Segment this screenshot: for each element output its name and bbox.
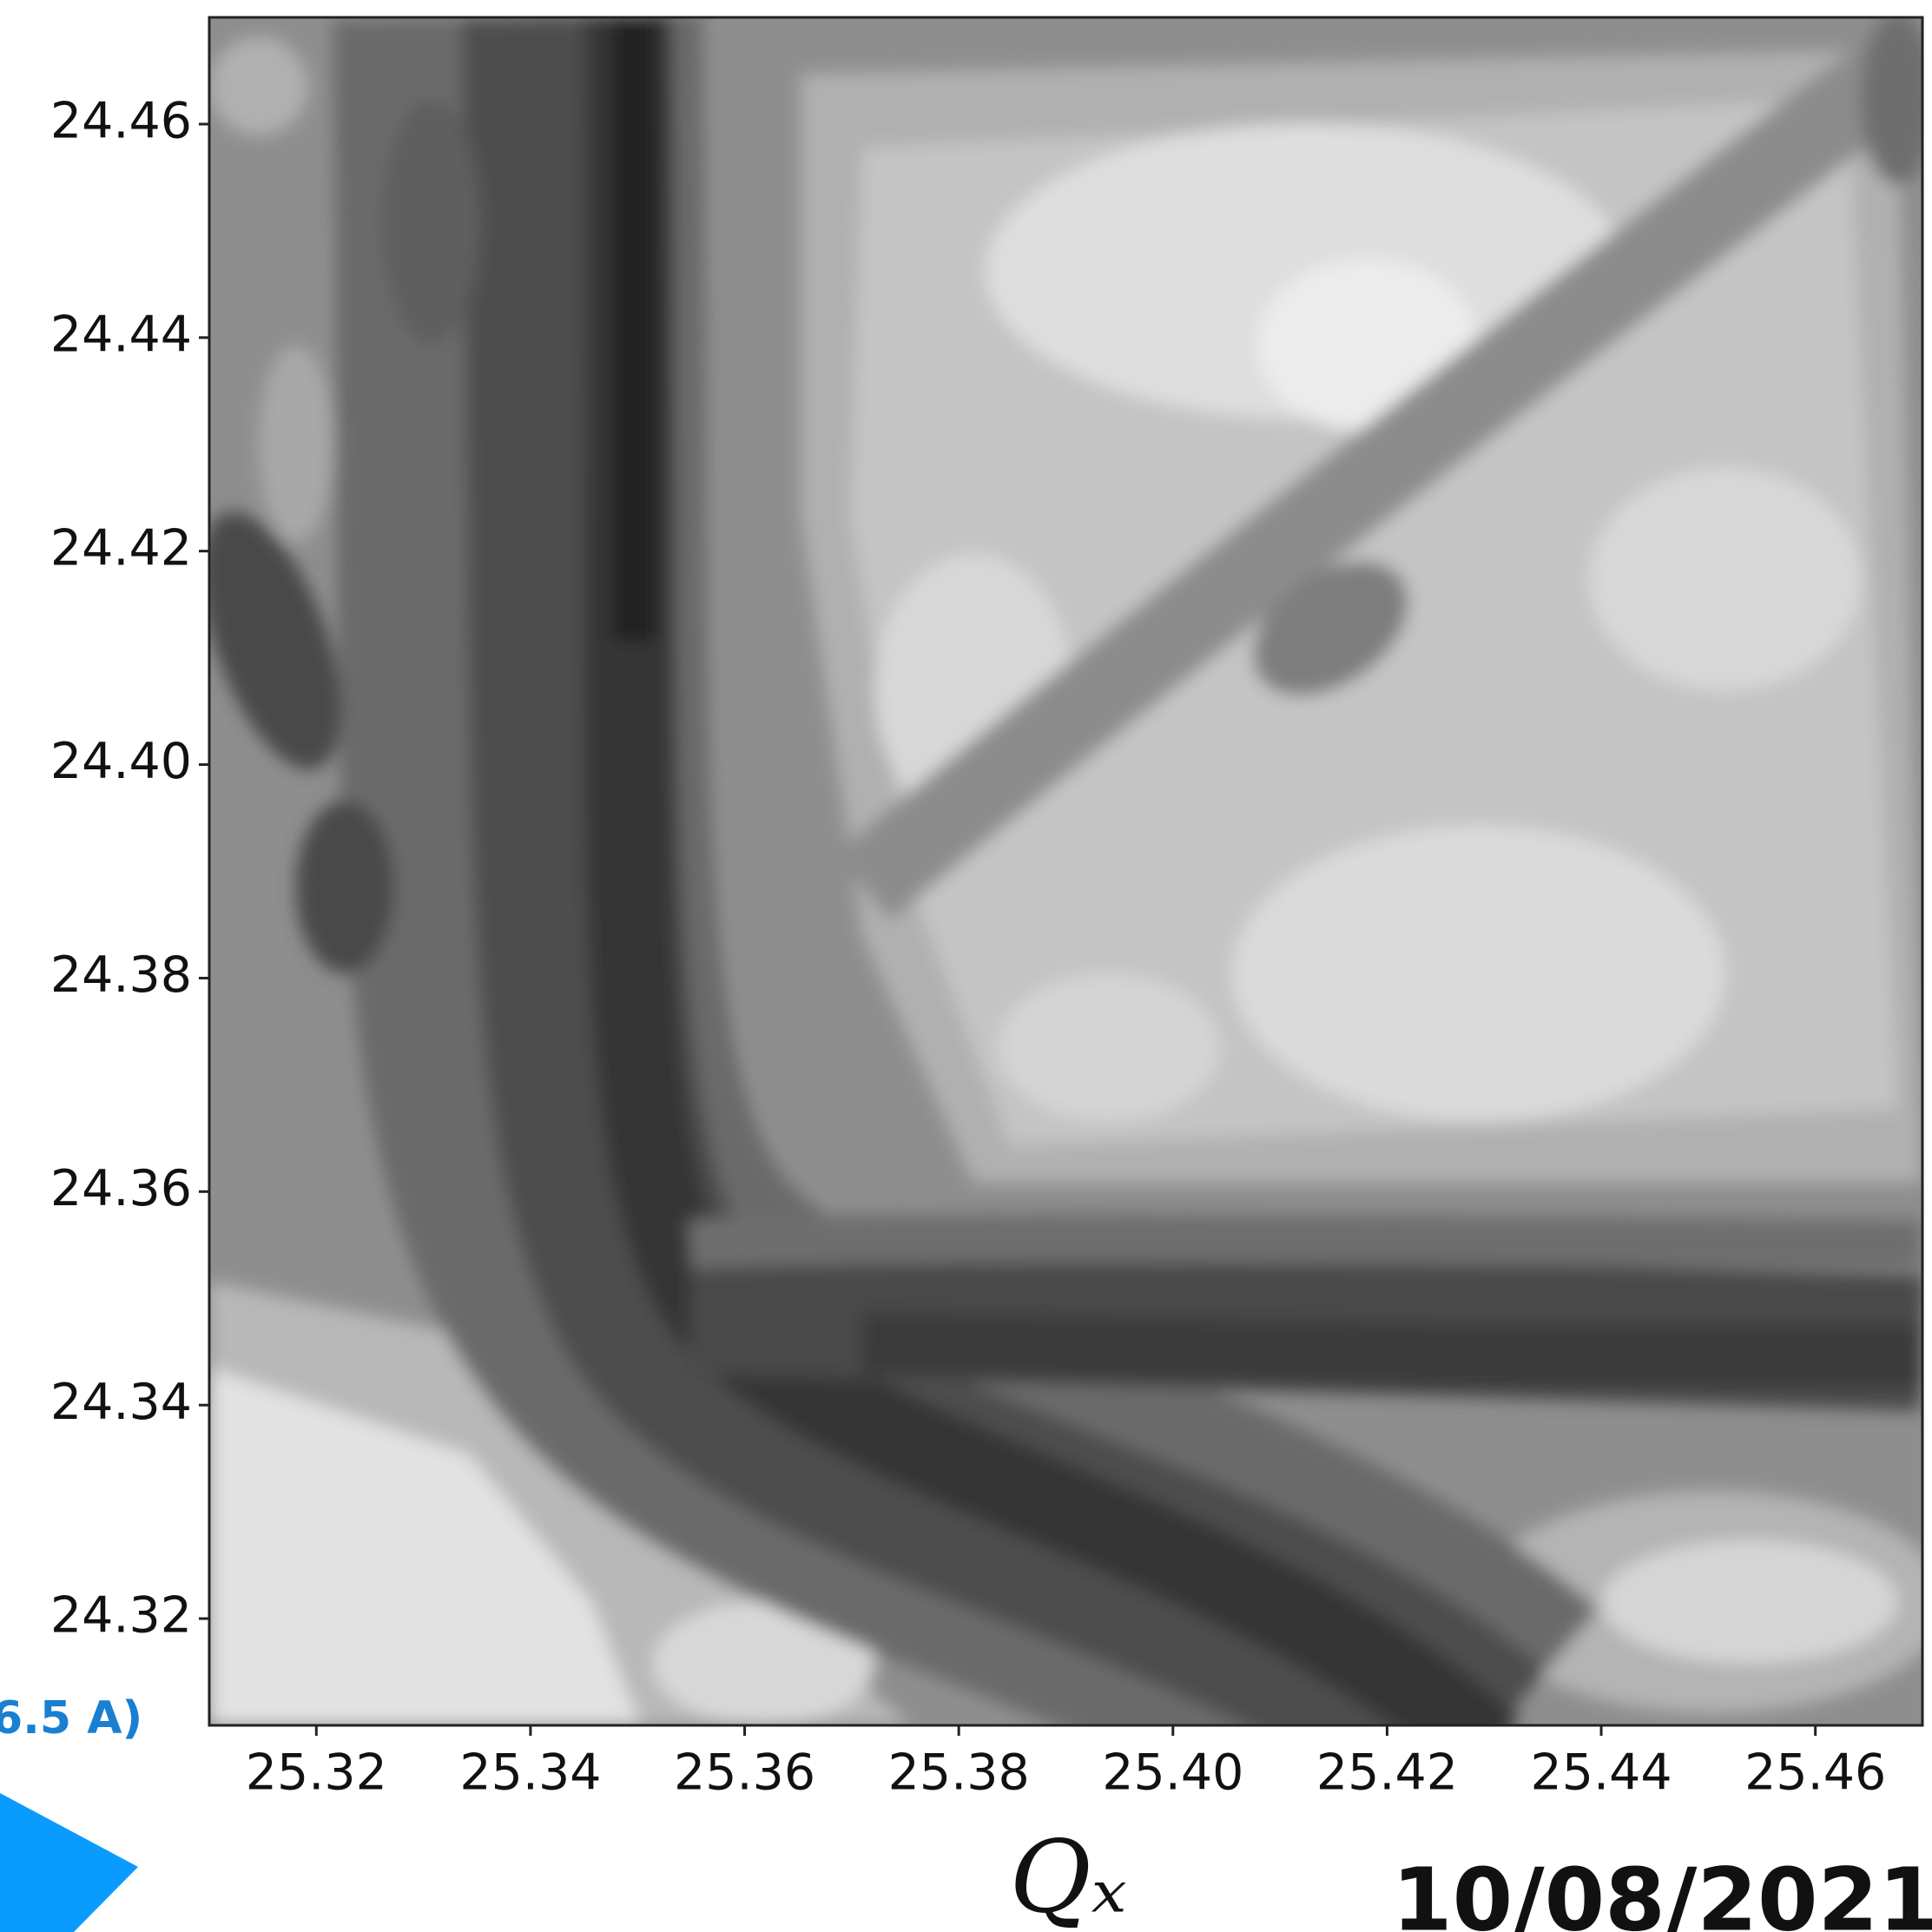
date-annotation: 10/08/2021 [1392,1849,1932,1932]
x-tick-label: 25.32 [246,1744,387,1802]
y-tick-label: 24.40 [50,733,192,790]
y-tick-label: 24.32 [50,1587,192,1645]
x-tick-label: 25.42 [1316,1744,1458,1802]
plot-frame [208,16,1924,1727]
arrow-icon [0,1793,138,1932]
y-tick-label: 24.34 [50,1374,192,1431]
y-tick-label: 24.46 [50,93,192,150]
x-axis-label: Qₓ [1009,1820,1126,1932]
x-tick-label: 25.38 [888,1744,1030,1802]
x-tick-label: 25.40 [1102,1744,1243,1802]
y-tick-label: 24.38 [50,946,192,1004]
y-tick-label: 24.42 [50,519,192,577]
contour-field [209,16,1922,1725]
x-tick-label: 25.34 [459,1744,601,1802]
x-tick-label: 25.44 [1530,1744,1672,1802]
x-tick-label: 25.46 [1744,1744,1886,1802]
y-tick-label: 24.36 [50,1160,192,1217]
x-tick-label: 25.36 [674,1744,815,1802]
annotation: 6.5 A) [0,1692,142,1744]
y-tick-label: 24.44 [50,306,192,363]
